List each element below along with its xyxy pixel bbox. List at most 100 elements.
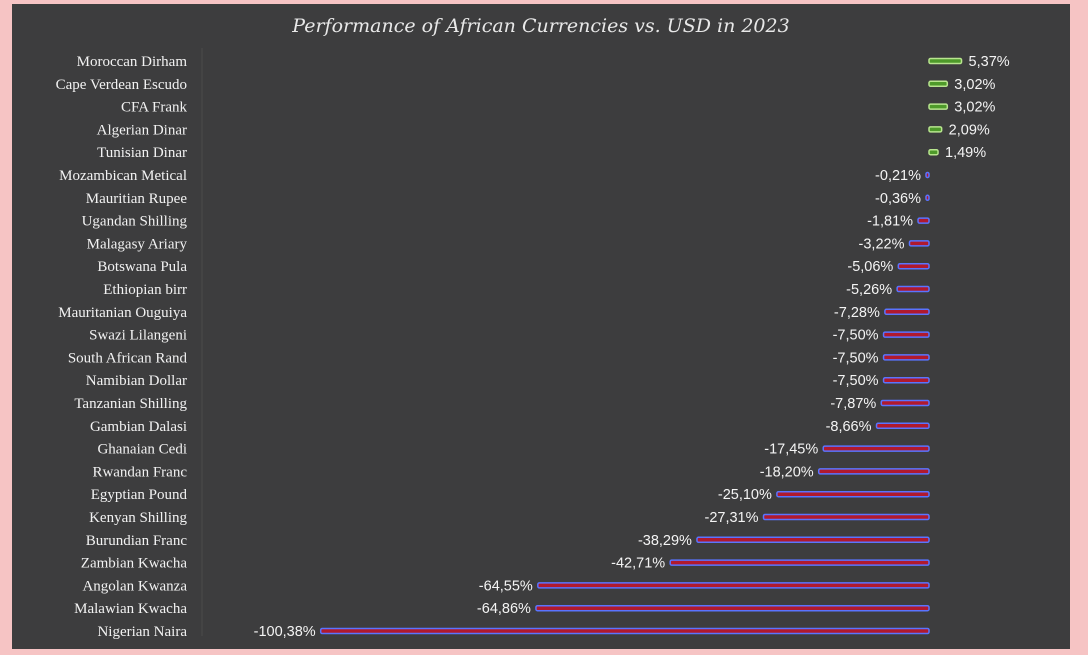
value-label: -64,86% bbox=[477, 601, 531, 617]
bar-row: Malagasy Ariary -3,22% bbox=[87, 236, 930, 252]
value-label: -100,38% bbox=[254, 624, 316, 640]
value-label: -8,66% bbox=[826, 419, 872, 435]
category-label: Malagasy Ariary bbox=[87, 236, 188, 252]
bar-row: Botswana Pula -5,06% bbox=[97, 259, 930, 275]
value-label: 1,49% bbox=[945, 145, 986, 161]
category-label: Zambian Kwacha bbox=[81, 556, 188, 572]
bar bbox=[882, 354, 930, 361]
value-label: -3,22% bbox=[859, 236, 905, 252]
value-label: -5,06% bbox=[847, 259, 893, 275]
category-label: Angolan Kwanza bbox=[82, 578, 187, 594]
bar bbox=[917, 217, 930, 224]
value-label: -27,31% bbox=[704, 510, 758, 526]
category-label: South African Rand bbox=[68, 350, 188, 366]
bar bbox=[669, 559, 930, 566]
bar-row: South African Rand -7,50% bbox=[68, 350, 930, 366]
value-label: -64,55% bbox=[479, 578, 533, 594]
value-label: -0,36% bbox=[875, 191, 921, 207]
bar bbox=[696, 536, 930, 544]
value-label: -17,45% bbox=[764, 442, 818, 458]
bar bbox=[925, 194, 930, 202]
value-label: -18,20% bbox=[760, 464, 814, 480]
bar bbox=[928, 80, 949, 88]
value-label: -7,50% bbox=[833, 373, 879, 389]
category-label: Namibian Dollar bbox=[86, 373, 187, 389]
bar bbox=[822, 445, 930, 452]
bar-row: Cape Verdean Escudo 3,02% bbox=[56, 77, 996, 93]
bar bbox=[884, 308, 930, 316]
bar bbox=[319, 627, 930, 635]
value-label: -7,50% bbox=[833, 350, 879, 366]
bar bbox=[928, 103, 949, 110]
category-label: Malawian Kwacha bbox=[74, 601, 187, 617]
bar bbox=[817, 468, 930, 475]
bar-row: CFA Frank 3,02% bbox=[121, 100, 996, 116]
value-label: 3,02% bbox=[954, 100, 995, 116]
bar-row: Tanzanian Shilling -7,87% bbox=[74, 396, 930, 412]
bar bbox=[537, 582, 930, 589]
bar bbox=[875, 422, 930, 430]
bar bbox=[762, 513, 930, 521]
value-label: 5,37% bbox=[969, 54, 1010, 70]
bar bbox=[908, 240, 930, 247]
category-label: Cape Verdean Escudo bbox=[56, 77, 187, 93]
bar-row: Ugandan Shilling -1,81% bbox=[82, 214, 930, 230]
value-label: -38,29% bbox=[638, 533, 692, 549]
bar-row: Moroccan Dirham 5,37% bbox=[77, 54, 1010, 70]
bar-row: Ghanaian Cedi -17,45% bbox=[97, 442, 930, 458]
category-label: Algerian Dinar bbox=[97, 122, 187, 138]
bar bbox=[925, 171, 930, 179]
category-label: Egyptian Pound bbox=[91, 487, 188, 503]
chart-rows: Moroccan Dirham 5,37% Cape Verdean Escudo 3… bbox=[56, 54, 1010, 640]
value-label: -7,87% bbox=[830, 396, 876, 412]
category-label: Nigerian Naira bbox=[97, 624, 187, 640]
bar-row: Mauritian Rupee -0,36% bbox=[86, 191, 930, 207]
bar bbox=[882, 376, 930, 384]
bar bbox=[776, 490, 930, 498]
bar-row: Namibian Dollar -7,50% bbox=[86, 373, 930, 389]
category-label: Gambian Dalasi bbox=[90, 419, 187, 435]
bar bbox=[928, 148, 939, 156]
bar-row: Nigerian Naira -100,38% bbox=[97, 624, 930, 640]
bar-row: Algerian Dinar 2,09% bbox=[97, 122, 990, 138]
bar-row: Tunisian Dinar 1,49% bbox=[97, 145, 986, 161]
bar bbox=[896, 285, 930, 293]
value-label: -7,28% bbox=[834, 305, 880, 321]
value-label: 2,09% bbox=[949, 122, 990, 138]
value-label: -25,10% bbox=[718, 487, 772, 503]
chart-title: Performance of African Currencies vs. US… bbox=[291, 15, 789, 37]
bar bbox=[928, 57, 963, 65]
category-label: Ghanaian Cedi bbox=[97, 442, 187, 458]
bar-row: Zambian Kwacha -42,71% bbox=[81, 556, 930, 572]
category-label: Ethiopian birr bbox=[103, 282, 187, 298]
bar bbox=[882, 331, 930, 338]
bar-row: Mauritanian Ouguiya -7,28% bbox=[58, 305, 930, 321]
category-label: Mauritian Rupee bbox=[86, 191, 188, 207]
category-label: Botswana Pula bbox=[97, 259, 187, 275]
value-label: -7,50% bbox=[833, 328, 879, 344]
value-label: -1,81% bbox=[867, 214, 913, 230]
bar-row: Malawian Kwacha -64,86% bbox=[74, 601, 930, 617]
bar-row: Rwandan Franc -18,20% bbox=[92, 464, 930, 480]
bar-row: Swazi Lilangeni -7,50% bbox=[89, 328, 930, 344]
category-label: Swazi Lilangeni bbox=[89, 328, 187, 344]
category-label: Mauritanian Ouguiya bbox=[58, 305, 187, 321]
bar-row: Gambian Dalasi -8,66% bbox=[90, 419, 930, 435]
bar bbox=[535, 604, 930, 612]
bar-row: Egyptian Pound -25,10% bbox=[91, 487, 930, 503]
category-label: Tanzanian Shilling bbox=[74, 396, 187, 412]
value-label: 3,02% bbox=[954, 77, 995, 93]
bar-row: Burundian Franc -38,29% bbox=[86, 533, 930, 549]
category-label: Ugandan Shilling bbox=[82, 214, 188, 230]
category-label: Moroccan Dirham bbox=[77, 54, 188, 70]
bar bbox=[880, 399, 930, 407]
value-label: -0,21% bbox=[875, 168, 921, 184]
bar-chart: Performance of African Currencies vs. US… bbox=[56, 15, 1010, 640]
bar-row: Angolan Kwanza -64,55% bbox=[82, 578, 930, 594]
category-label: Tunisian Dinar bbox=[97, 145, 187, 161]
category-label: Mozambican Metical bbox=[59, 168, 187, 184]
bar-row: Ethiopian birr -5,26% bbox=[103, 282, 930, 298]
category-label: Rwandan Franc bbox=[92, 464, 187, 480]
category-label: CFA Frank bbox=[121, 100, 187, 116]
value-label: -5,26% bbox=[846, 282, 892, 298]
